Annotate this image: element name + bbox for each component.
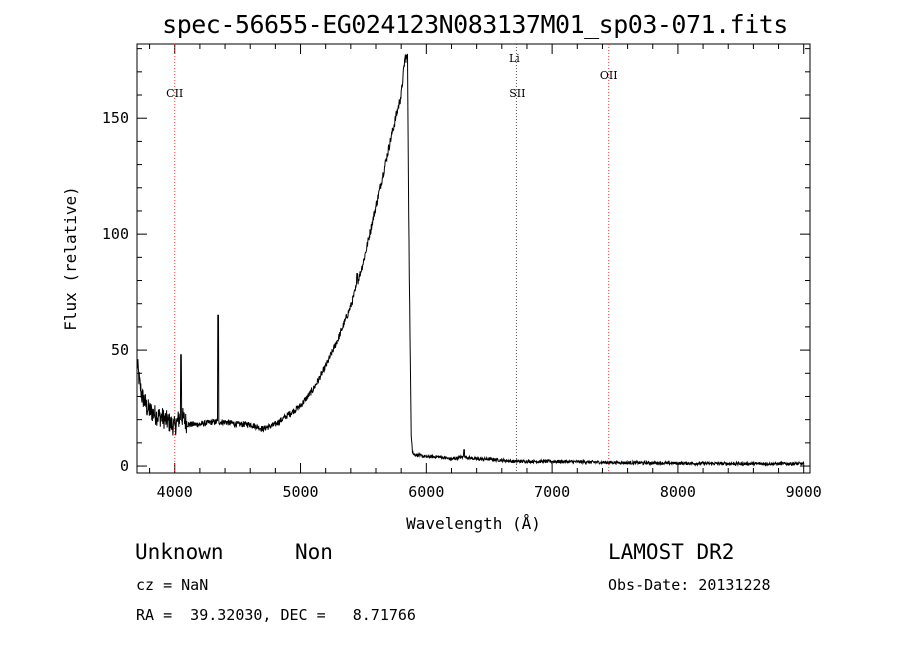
x-tick-label: 9000 (786, 483, 822, 501)
x-tick-label: 5000 (282, 483, 318, 501)
marker-label-sii: SII (509, 87, 525, 100)
classification-label: Unknown (135, 540, 224, 564)
axis-ticks: 4000 5000 6000 7000 8000 9000 0 50 100 150 Wavelen… (61, 44, 822, 533)
y-tick-label: 50 (111, 341, 129, 359)
survey-label: LAMOST DR2 (608, 540, 735, 564)
y-tick-label: 0 (120, 457, 129, 475)
x-tick-label: 4000 (157, 483, 193, 501)
marker-label-cii: CII (166, 87, 183, 100)
chart-title: spec-56655-EG024123N083137M01_sp03-071.f… (162, 10, 788, 39)
obs-date-readout: Obs-Date: 20131228 (608, 576, 771, 594)
x-axis-label: Wavelength (Å) (406, 514, 541, 533)
line-markers: CII SII Li OII (166, 44, 618, 473)
y-tick-label: 100 (102, 225, 129, 243)
plot-frame (136, 43, 811, 474)
coords-readout: RA = 39.32030, DEC = 8.71766 (136, 606, 416, 624)
x-tick-label: 8000 (660, 483, 696, 501)
spectrum-line (136, 53, 805, 467)
spectrum-series (136, 53, 805, 467)
plot-area-border (136, 43, 811, 474)
y-axis-label: Flux (relative) (61, 186, 80, 331)
cz-readout: cz = NaN (136, 576, 209, 594)
marker-label-oii: OII (600, 69, 618, 82)
subclass-label: Non (295, 540, 333, 564)
marker-label-li: Li (509, 52, 520, 65)
y-tick-label: 150 (102, 109, 129, 127)
x-tick-label: 7000 (534, 483, 570, 501)
x-tick-label: 6000 (408, 483, 444, 501)
